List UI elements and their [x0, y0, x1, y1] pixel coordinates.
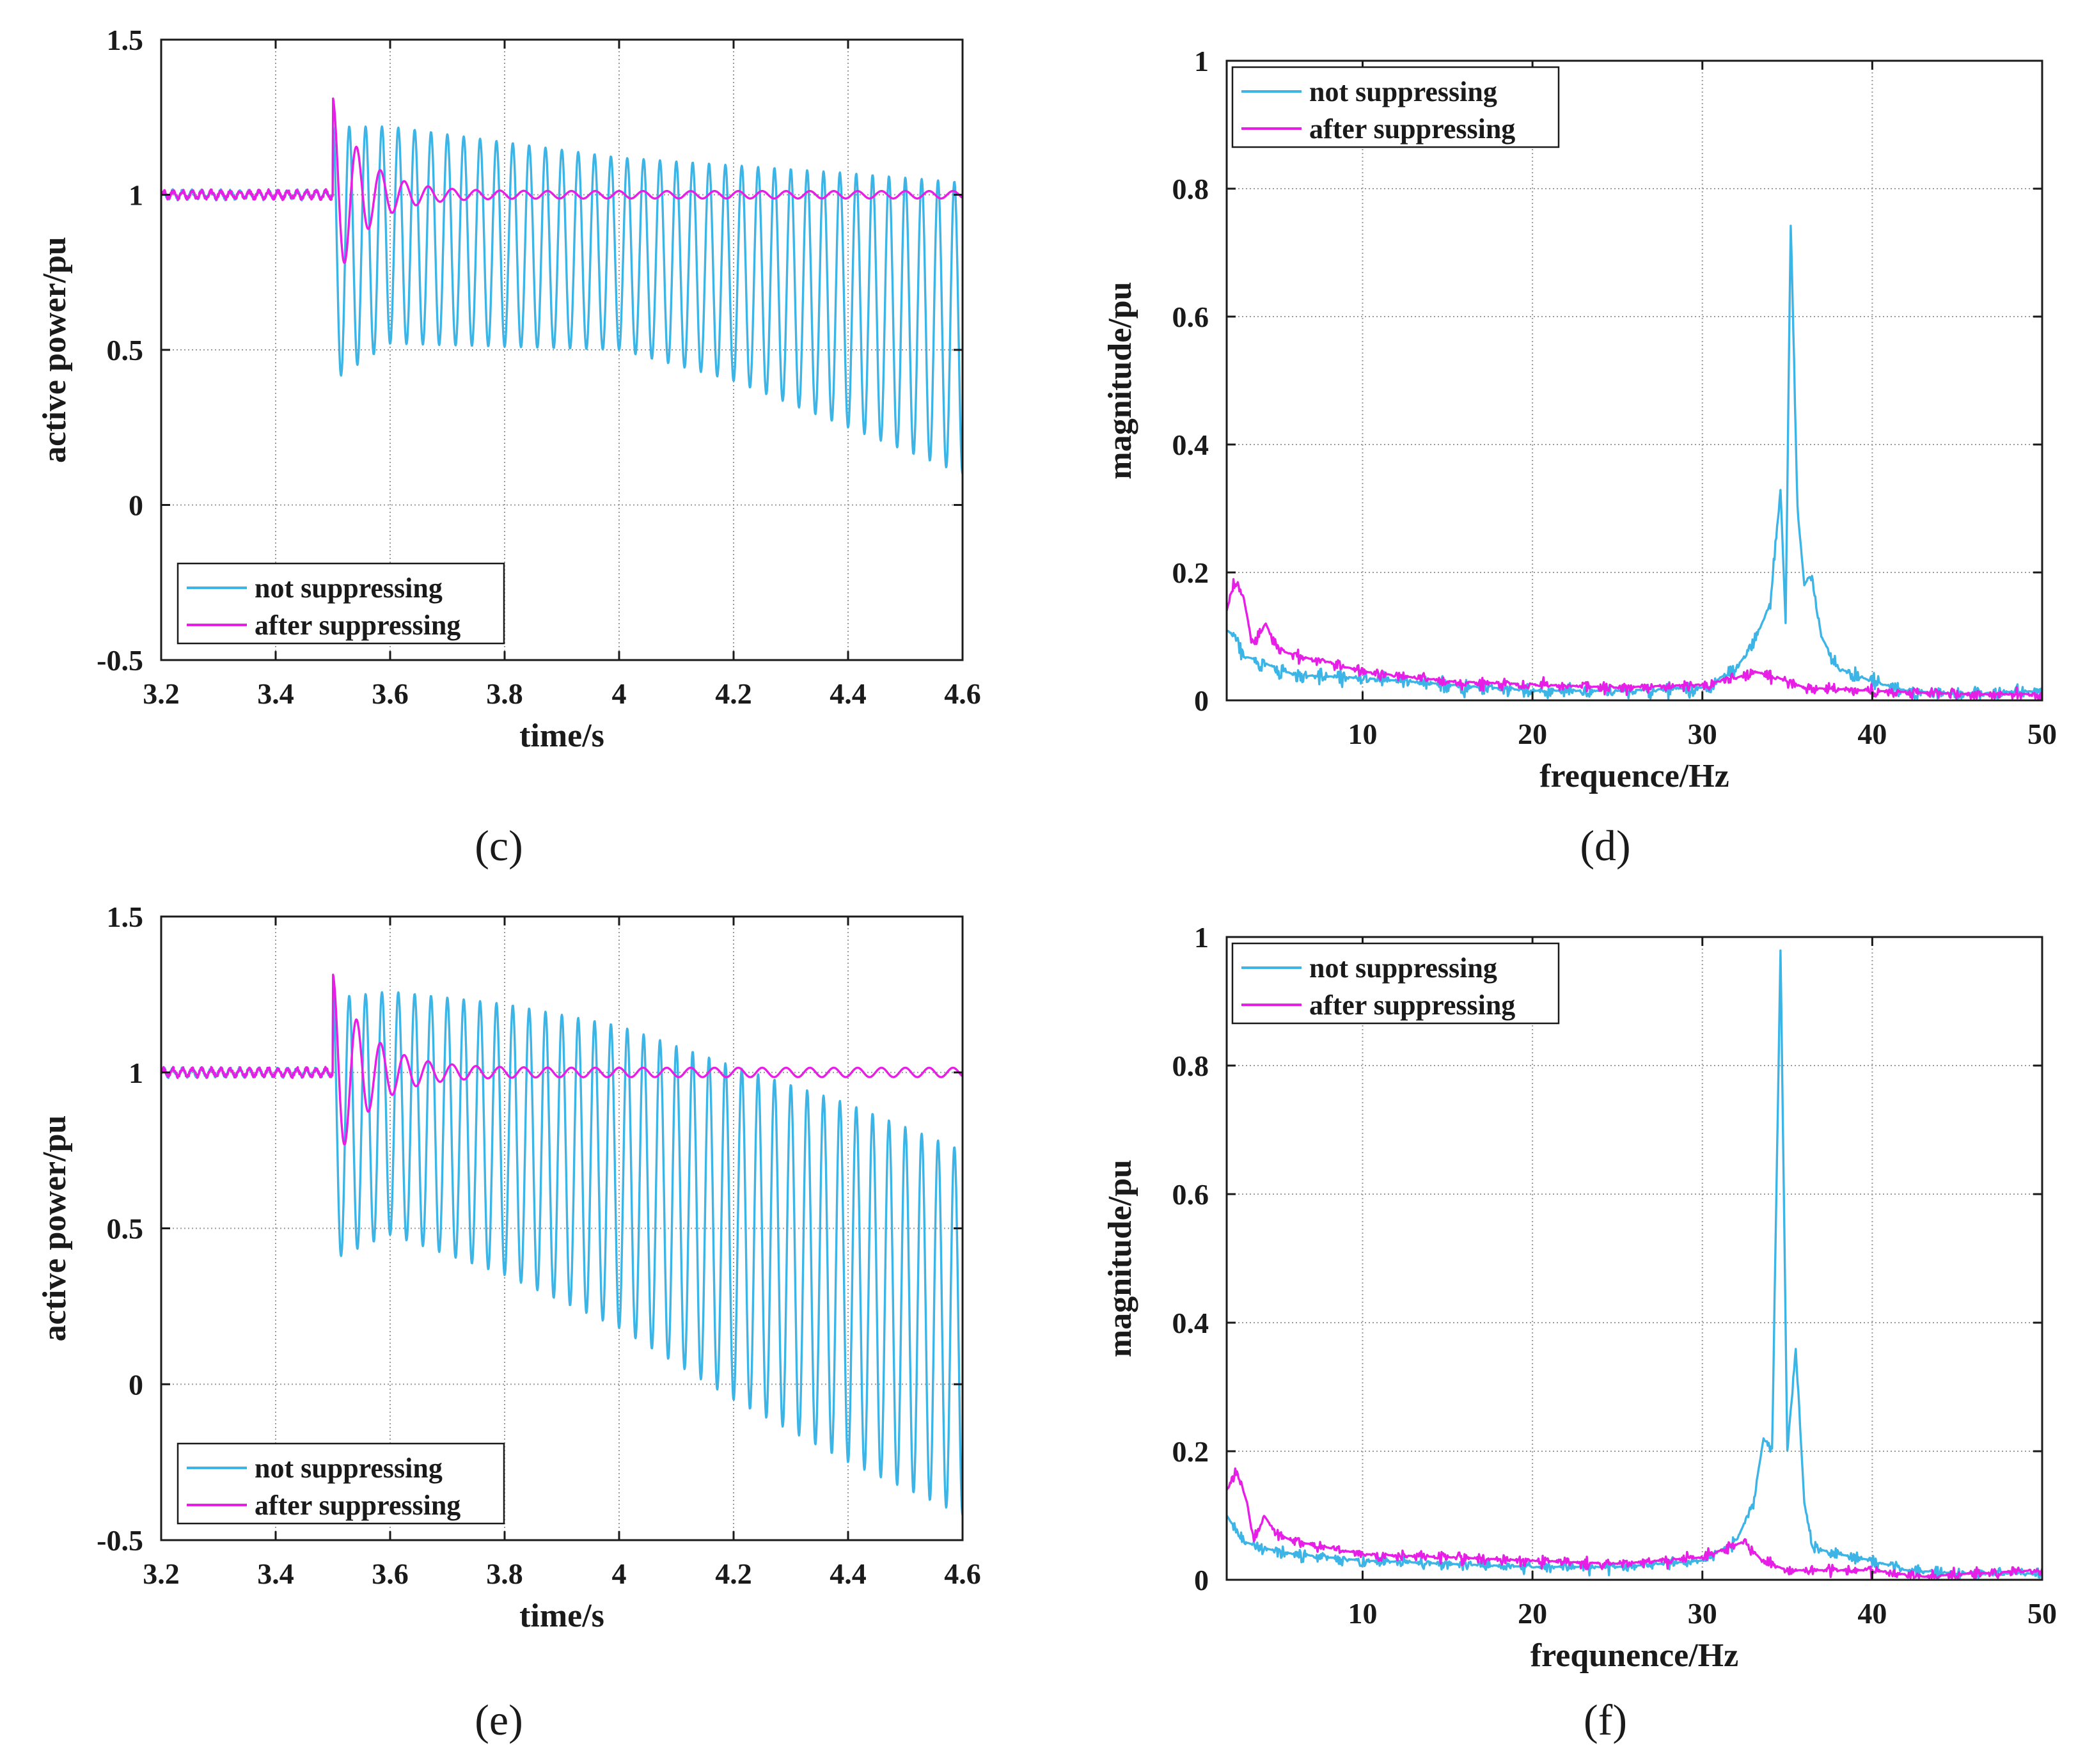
x-tick-label: 20 — [1518, 718, 1547, 750]
x-tick-label: 10 — [1348, 718, 1378, 750]
y-tick-label: 1 — [1194, 45, 1209, 77]
x-tick-label: 20 — [1518, 1597, 1547, 1630]
y-tick-label: 1 — [129, 179, 143, 212]
legend-entry-label: after suppressing — [1309, 113, 1515, 145]
series-line-c-1 — [161, 97, 963, 264]
y-axis-label-c: active power/pu — [36, 237, 73, 463]
panel-c: (c) 3.2 3.4 3.6 3.8 4 4.2 4.4 4.6 -0.5 0 0.5 1 1.5 ti… — [36, 24, 981, 870]
y-tick-label: 0.4 — [1172, 429, 1209, 461]
panel-caption-c: (c) — [475, 821, 523, 870]
ticks-c: 3.2 3.4 3.6 3.8 4 4.2 4.4 4.6 -0.5 0 0.5 1 1.5 — [97, 24, 981, 710]
legend-entry-label: after suppressing — [255, 1490, 460, 1521]
legend-box — [1231, 66, 1560, 148]
panel-d: (d) 10 20 30 40 50 0 0.2 0.4 0.6 0.8 1 frequence/Hz… — [1102, 45, 2057, 870]
x-tick-label: 3.4 — [257, 677, 294, 710]
panel-caption-d: (d) — [1580, 821, 1630, 870]
legend-entry-label: not suppressing — [255, 572, 443, 604]
x-tick-label: 40 — [1857, 1597, 1887, 1630]
grid-f — [1227, 937, 2042, 1580]
y-tick-label: 1 — [129, 1057, 143, 1089]
y-tick-label: -0.5 — [97, 1524, 143, 1557]
y-tick-label: 0.5 — [107, 334, 144, 366]
legend-box — [177, 562, 505, 645]
y-axis-label-f: magnitude/pu — [1102, 1160, 1138, 1357]
x-tick-label: 4 — [612, 1557, 627, 1590]
x-axis-label-c: time/s — [519, 718, 604, 754]
x-tick-label: 10 — [1348, 1597, 1378, 1630]
x-tick-label: 4.6 — [944, 677, 981, 710]
grid-d — [1227, 61, 2042, 700]
legend-f: not suppressing after suppressing — [1231, 942, 1560, 1025]
ticks-e: 3.2 3.4 3.6 3.8 4 4.2 4.4 4.6 -0.5 0 0.5 1 1.5 — [97, 901, 981, 1590]
y-axis-label-e: active power/pu — [36, 1115, 73, 1342]
panel-f: (f) 10 20 30 40 50 0 0.2 0.4 0.6 0.8 1 frequnence/H… — [1102, 921, 2057, 1744]
series-group-e — [161, 973, 963, 1516]
x-tick-label: 3.6 — [372, 677, 409, 710]
x-tick-label: 4.2 — [715, 1557, 752, 1590]
series-group-f — [1227, 949, 2042, 1579]
x-tick-label: 3.8 — [486, 1557, 523, 1590]
x-tick-label: 3.6 — [372, 1557, 409, 1590]
x-axis-label-f: frequnence/Hz — [1530, 1637, 1738, 1674]
y-tick-label: 0.4 — [1172, 1307, 1209, 1339]
x-tick-label: 4.4 — [830, 1557, 867, 1590]
legend-c: not suppressing after suppressing — [177, 562, 505, 645]
y-tick-label: -0.5 — [97, 644, 143, 677]
legend-entry-label: not suppressing — [255, 1453, 443, 1484]
y-tick-label: 0.5 — [107, 1213, 144, 1245]
series-group-d — [1227, 224, 2042, 700]
legend-entry-label: after suppressing — [1309, 989, 1515, 1021]
y-tick-label: 0.6 — [1172, 301, 1209, 333]
panel-caption-e: (e) — [475, 1696, 523, 1744]
legend-box — [1231, 942, 1560, 1025]
panel-e: (e) 3.2 3.4 3.6 3.8 4 4.2 4.4 4.6 -0.5 0 0.5 1 1.5 ti… — [36, 901, 981, 1744]
series-group-c — [161, 97, 963, 475]
x-tick-label: 4.4 — [830, 677, 867, 710]
y-tick-label: 0 — [129, 1368, 143, 1401]
ticks-d: 10 20 30 40 50 0 0.2 0.4 0.6 0.8 1 — [1172, 45, 2057, 750]
series-line-d-1 — [1227, 578, 2042, 700]
y-tick-label: 0.8 — [1172, 1050, 1209, 1082]
series-line-f-1 — [1227, 1467, 2042, 1579]
legend-entry-label: after suppressing — [255, 610, 460, 641]
y-tick-label: 0.8 — [1172, 173, 1209, 205]
panel-caption-f: (f) — [1584, 1696, 1627, 1744]
y-tick-label: 0.2 — [1172, 556, 1209, 589]
y-tick-label: 0 — [1194, 1564, 1209, 1596]
y-tick-label: 0 — [1194, 684, 1209, 717]
x-tick-label: 50 — [2027, 718, 2057, 750]
series-line-f-0 — [1227, 949, 2042, 1579]
x-tick-label: 4.2 — [715, 677, 752, 710]
x-tick-label: 4 — [612, 677, 627, 710]
x-tick-label: 4.6 — [944, 1557, 981, 1590]
plot-frame-d — [1225, 59, 2043, 702]
legend-e: not suppressing after suppressing — [177, 1442, 505, 1525]
x-tick-label: 3.2 — [143, 677, 180, 710]
plot-frame-f — [1225, 936, 2043, 1581]
x-tick-label: 30 — [1688, 1597, 1717, 1630]
y-tick-label: 1.5 — [107, 901, 144, 933]
x-tick-label: 3.8 — [486, 677, 523, 710]
x-axis-label-e: time/s — [519, 1598, 604, 1634]
x-tick-label: 50 — [2027, 1597, 2057, 1630]
x-axis-label-d: frequence/Hz — [1539, 758, 1729, 794]
legend-entry-label: not suppressing — [1309, 76, 1497, 107]
x-tick-label: 40 — [1857, 718, 1887, 750]
legend-entry-label: not suppressing — [1309, 952, 1497, 984]
x-tick-label: 3.4 — [257, 1557, 294, 1590]
legend-box — [177, 1442, 505, 1525]
y-axis-label-d: magnitude/pu — [1102, 281, 1138, 479]
y-tick-label: 1.5 — [107, 24, 144, 56]
y-tick-label: 0.2 — [1172, 1435, 1209, 1468]
x-tick-label: 30 — [1688, 718, 1717, 750]
legend-d: not suppressing after suppressing — [1231, 66, 1560, 148]
y-tick-label: 0 — [129, 489, 143, 522]
ticks-f: 10 20 30 40 50 0 0.2 0.4 0.6 0.8 1 — [1172, 921, 2057, 1630]
y-tick-label: 1 — [1194, 921, 1209, 954]
x-tick-label: 3.2 — [143, 1557, 180, 1590]
series-line-e-1 — [161, 973, 963, 1146]
y-tick-label: 0.6 — [1172, 1178, 1209, 1211]
